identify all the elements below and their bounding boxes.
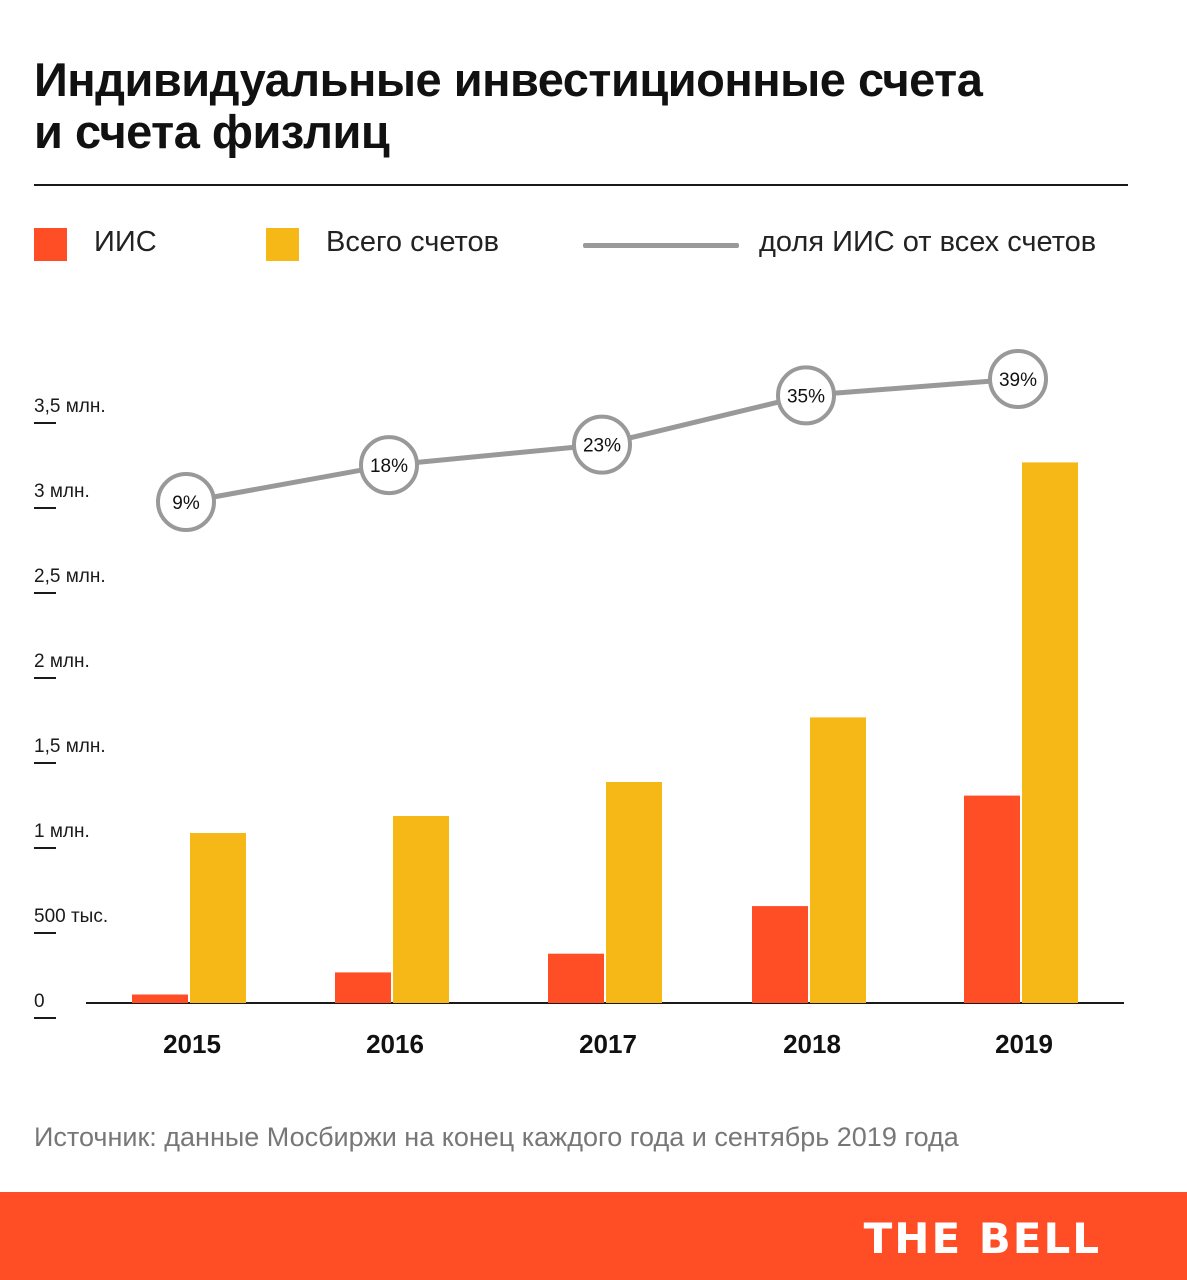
legend-label-iis: ИИС	[94, 226, 157, 258]
legend-swatch-total	[266, 228, 299, 261]
legend-swatch-iis	[34, 228, 67, 261]
legend-label-share: доля ИИС от всех счетов	[759, 226, 1097, 258]
legend-swatch-share	[583, 243, 739, 248]
legend: ИИС Всего счетов доля ИИС от всех счетов	[0, 222, 1187, 266]
share-label-2018: 35%	[787, 386, 825, 407]
source-note: Источник: данные Мосбиржи на конец каждо…	[34, 1122, 959, 1152]
x-tick-label-2015: 2015	[163, 1029, 221, 1059]
x-tick-label-2019: 2019	[995, 1029, 1053, 1059]
share-label-2016: 18%	[370, 456, 408, 477]
y-tick-label-0: 0	[34, 991, 45, 1012]
y-tick-label-3: 1,5 млн.	[34, 736, 106, 757]
bar-total-2017	[606, 782, 662, 1003]
y-tick-label-5: 2,5 млн.	[34, 566, 106, 587]
footer-bar: THE BELL	[0, 1192, 1187, 1280]
chart-title: Индивидуальные инвестиционные счета и сч…	[34, 54, 1134, 158]
share-marker-2016	[359, 435, 419, 496]
bar-total-2018	[810, 717, 866, 1003]
bar-iis-2018	[752, 906, 808, 1003]
share-label-2015: 9%	[172, 493, 200, 514]
share-marker-2017	[572, 414, 632, 475]
title-line-1: Индивидуальные инвестиционные счета	[34, 53, 983, 106]
share-marker-2015	[156, 472, 216, 532]
share-label-2017: 23%	[583, 436, 621, 457]
legend-label-total: Всего счетов	[326, 226, 500, 258]
bar-total-2015	[190, 833, 246, 1003]
y-tick-label-6: 3 млн.	[34, 481, 90, 502]
bar-total-2016	[393, 816, 449, 1003]
y-tick-label-2: 1 млн.	[34, 821, 90, 842]
brand-logo: THE BELL	[863, 1214, 1101, 1263]
share-marker-2019	[988, 349, 1048, 409]
x-tick-label-2018: 2018	[783, 1029, 841, 1059]
bar-iis-2017	[548, 953, 604, 1003]
title-line-2: и счета физлиц	[34, 105, 390, 158]
y-tick-label-7: 3,5 млн.	[34, 396, 106, 417]
y-tick-label-1: 500 тыс.	[34, 906, 108, 927]
share-marker-2018	[776, 365, 836, 426]
x-tick-label-2016: 2016	[366, 1029, 424, 1059]
share-label-2019: 39%	[999, 370, 1037, 391]
x-tick-label-2017: 2017	[579, 1029, 637, 1059]
bar-total-2019	[1022, 462, 1078, 1003]
y-tick-label-4: 2 млн.	[34, 651, 90, 672]
bar-chart: 0 500 тыс. 1 млн. 1,5 млн. 2 млн. 2,5 млн. 3 м…	[34, 349, 1124, 1059]
bar-iis-2016	[335, 972, 391, 1003]
bar-iis-2015	[132, 994, 188, 1003]
bar-iis-2019	[964, 795, 1020, 1003]
title-divider	[34, 184, 1128, 186]
